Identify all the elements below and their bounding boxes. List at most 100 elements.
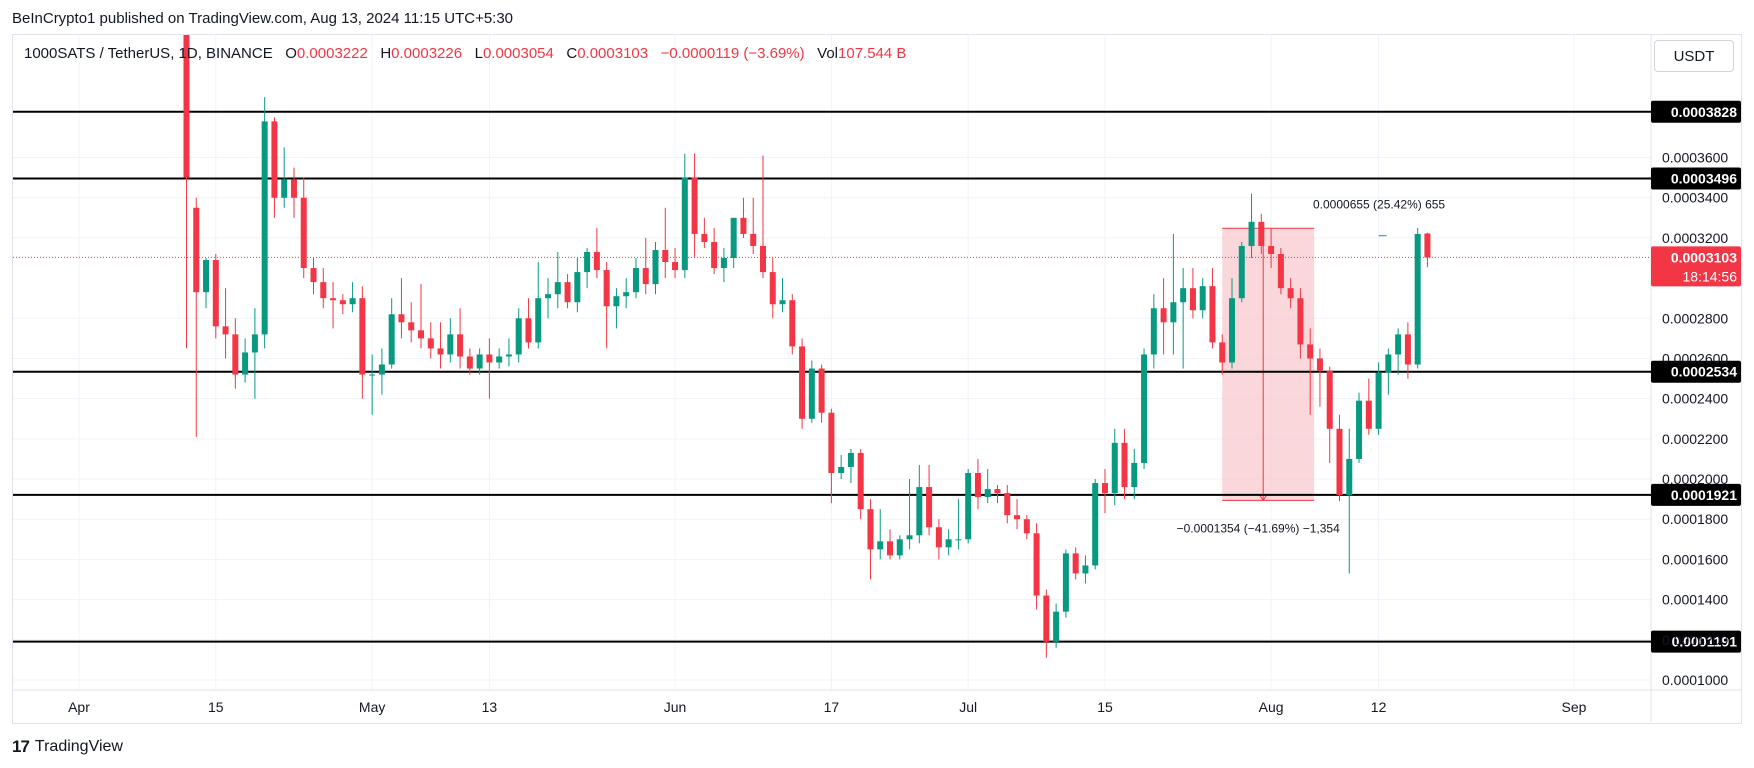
candle-body	[1033, 533, 1040, 596]
publisher-line: BeInCrypto1 published on TradingView.com…	[12, 10, 514, 27]
candle-body	[711, 241, 718, 269]
candle-body	[545, 294, 552, 299]
horizontal-level-tag	[1651, 167, 1741, 190]
candle-body	[1170, 302, 1177, 323]
candle-body	[1316, 358, 1323, 371]
candle	[232, 318, 239, 389]
legend-low-label: L	[474, 45, 483, 62]
chart-frame[interactable]	[12, 34, 1742, 724]
candle-body	[554, 282, 561, 295]
candle	[183, 35, 190, 349]
candle	[1268, 227, 1275, 269]
candle	[1082, 555, 1089, 584]
candle	[759, 155, 766, 279]
candle-body	[603, 270, 610, 307]
currency-button[interactable]: USDT	[1654, 40, 1734, 72]
candle-body	[193, 207, 200, 293]
candle-body	[1150, 308, 1157, 355]
candle	[496, 348, 503, 369]
candle-body	[1297, 298, 1304, 345]
candle-body	[613, 296, 620, 307]
candle-body	[1014, 515, 1021, 520]
candle-body	[750, 233, 757, 246]
candle-body	[593, 251, 600, 271]
candle-body	[359, 298, 366, 375]
measure-tools: −0.0001354 (−41.69%) −1,354 0.0000655 (25…	[1177, 198, 1446, 536]
candle-body	[398, 314, 405, 323]
candle	[965, 468, 972, 544]
candle	[564, 274, 571, 309]
candle	[466, 348, 473, 375]
candle-body	[779, 300, 786, 305]
candle	[711, 227, 718, 275]
candle-body	[789, 300, 796, 347]
horizontal-level-tag	[1651, 360, 1741, 383]
candle-body	[222, 326, 229, 335]
candle-body	[242, 352, 249, 375]
candle-body	[955, 539, 962, 541]
horizontal-level-label: 0.0001191	[1672, 634, 1738, 650]
x-tick-label: Apr	[68, 699, 90, 715]
horizontal-level-tag	[1651, 100, 1741, 123]
candle	[632, 258, 639, 299]
candle	[398, 278, 405, 339]
candle	[926, 464, 933, 536]
candle	[828, 408, 835, 504]
candle	[1385, 348, 1392, 395]
candle-body	[320, 282, 327, 299]
candle	[212, 254, 219, 339]
candle-body	[525, 318, 532, 343]
candle	[808, 360, 815, 423]
candle-body	[203, 260, 210, 293]
candle	[994, 485, 1001, 504]
candle	[613, 288, 620, 329]
candle-body	[1346, 458, 1353, 496]
candle	[623, 278, 630, 309]
x-tick-label: 15	[1097, 699, 1113, 715]
candle	[1014, 499, 1021, 530]
candle-body	[466, 356, 473, 369]
candle	[1365, 378, 1372, 435]
candle	[730, 217, 737, 269]
horizontal-levels: 0.00038280.00034960.00025340.00019210.00…	[13, 100, 1741, 653]
candle-body	[945, 539, 952, 548]
candle-body	[740, 217, 747, 234]
candle-body	[300, 197, 307, 269]
horizontal-level-label: 0.0001921	[1671, 487, 1737, 503]
candle	[1189, 268, 1196, 319]
candle	[652, 241, 659, 295]
candle	[388, 298, 395, 369]
candle	[877, 509, 884, 560]
candle	[1170, 233, 1177, 355]
candle	[251, 308, 258, 399]
candle	[916, 464, 923, 544]
candle	[789, 294, 796, 355]
candle	[1277, 247, 1284, 295]
measure-down-label: −0.0001354 (−41.69%) −1,354	[1177, 521, 1340, 535]
candle	[1229, 278, 1236, 369]
candle	[193, 197, 200, 437]
candle-body	[672, 262, 679, 271]
candle-body	[1043, 595, 1050, 642]
last-price-tag	[1651, 246, 1741, 287]
candle	[457, 308, 464, 369]
legend-open-label: O	[285, 45, 297, 62]
candle-body	[310, 268, 317, 283]
horizontal-level-tag	[1651, 483, 1741, 506]
candle	[242, 338, 249, 383]
candle-body	[476, 354, 483, 369]
candle	[1346, 428, 1353, 574]
y-tick-label: 0.0002600	[1662, 350, 1728, 366]
candle	[720, 247, 727, 283]
candle	[271, 117, 278, 218]
candle-body	[369, 374, 376, 376]
candle	[1053, 603, 1060, 648]
candle	[1043, 589, 1050, 658]
candle	[887, 529, 894, 560]
y-tick-label: 0.0001600	[1662, 551, 1728, 567]
candle-body	[632, 268, 639, 293]
candle	[369, 354, 376, 415]
legend-change: −0.0000119 (−3.69%)	[660, 45, 805, 62]
candle	[476, 348, 483, 375]
